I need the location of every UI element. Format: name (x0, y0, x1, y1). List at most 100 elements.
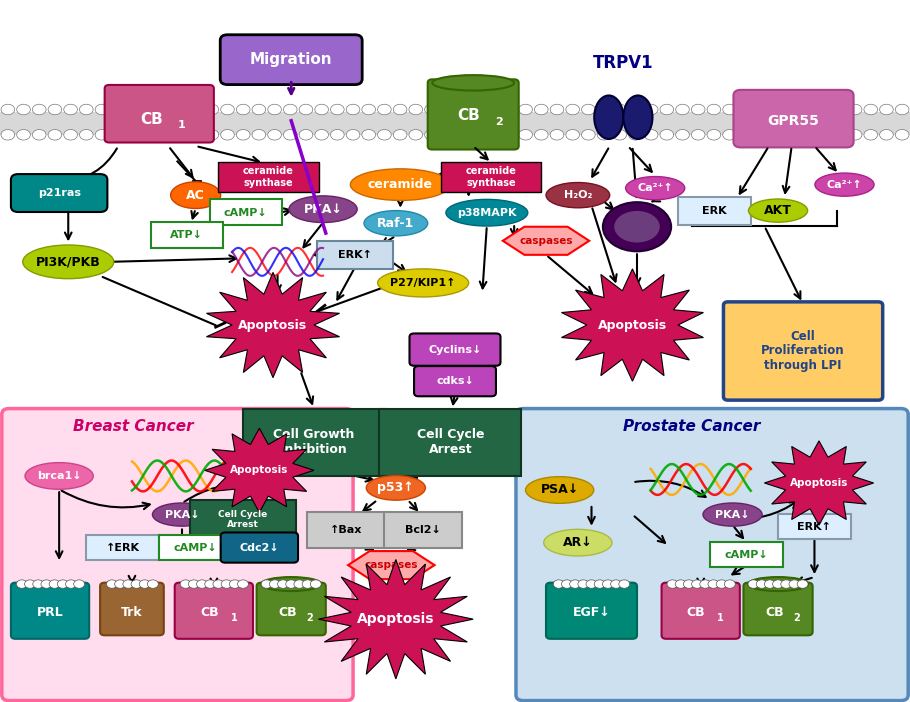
Circle shape (261, 580, 272, 588)
Circle shape (581, 104, 595, 114)
Circle shape (748, 580, 759, 588)
Text: AR↓: AR↓ (563, 536, 592, 549)
Circle shape (16, 580, 27, 588)
Circle shape (139, 580, 150, 588)
FancyBboxPatch shape (11, 174, 107, 212)
Circle shape (106, 580, 117, 588)
Circle shape (302, 580, 313, 588)
Circle shape (346, 129, 359, 140)
Circle shape (252, 104, 266, 114)
Ellipse shape (623, 95, 652, 139)
Circle shape (754, 129, 768, 140)
Circle shape (578, 580, 589, 588)
Circle shape (393, 129, 407, 140)
Text: ERK: ERK (702, 206, 727, 216)
Circle shape (205, 104, 218, 114)
Circle shape (723, 129, 736, 140)
Circle shape (613, 104, 627, 114)
Text: Bcl2↓: Bcl2↓ (405, 525, 441, 535)
Circle shape (440, 104, 454, 114)
Text: CB: CB (140, 112, 163, 127)
Circle shape (581, 129, 595, 140)
FancyBboxPatch shape (159, 535, 232, 560)
Text: H₂O₂: H₂O₂ (563, 190, 592, 200)
Circle shape (723, 104, 736, 114)
Circle shape (315, 129, 329, 140)
FancyBboxPatch shape (723, 302, 883, 400)
Circle shape (299, 129, 313, 140)
Ellipse shape (614, 211, 660, 242)
Circle shape (880, 129, 894, 140)
Circle shape (716, 580, 727, 588)
Circle shape (611, 580, 622, 588)
Ellipse shape (366, 476, 426, 500)
Circle shape (115, 580, 126, 588)
Text: 2: 2 (495, 117, 502, 127)
Text: caspases: caspases (520, 236, 572, 246)
FancyBboxPatch shape (11, 583, 89, 639)
Circle shape (237, 129, 250, 140)
Circle shape (488, 104, 501, 114)
FancyBboxPatch shape (220, 34, 362, 84)
Circle shape (534, 104, 548, 114)
Ellipse shape (602, 202, 672, 251)
FancyBboxPatch shape (257, 583, 326, 635)
Circle shape (180, 580, 191, 588)
Text: PRL: PRL (36, 606, 64, 618)
Polygon shape (502, 227, 590, 255)
Circle shape (707, 129, 721, 140)
Circle shape (66, 580, 76, 588)
Circle shape (781, 580, 792, 588)
Circle shape (111, 104, 125, 114)
Text: ERK↑: ERK↑ (338, 250, 372, 260)
FancyBboxPatch shape (220, 532, 298, 563)
Circle shape (708, 580, 719, 588)
Text: Trk: Trk (121, 606, 143, 618)
Circle shape (675, 104, 690, 114)
FancyBboxPatch shape (778, 514, 851, 539)
Circle shape (644, 129, 658, 140)
Circle shape (189, 129, 203, 140)
Ellipse shape (526, 477, 594, 503)
FancyBboxPatch shape (175, 583, 253, 639)
Circle shape (764, 580, 775, 588)
Circle shape (362, 129, 376, 140)
Circle shape (220, 104, 235, 114)
Circle shape (393, 104, 407, 114)
Circle shape (79, 104, 93, 114)
Circle shape (269, 580, 280, 588)
Ellipse shape (625, 176, 684, 199)
Text: ceramide
synthase: ceramide synthase (243, 166, 294, 187)
Circle shape (770, 104, 784, 114)
Ellipse shape (546, 183, 610, 208)
Circle shape (41, 580, 52, 588)
Polygon shape (764, 441, 874, 525)
Polygon shape (348, 551, 435, 579)
Text: Apoptosis: Apoptosis (238, 319, 308, 331)
Circle shape (147, 580, 158, 588)
Ellipse shape (23, 245, 114, 279)
Text: Raf-1: Raf-1 (378, 217, 414, 230)
Circle shape (519, 104, 532, 114)
Text: 2: 2 (793, 613, 800, 623)
Circle shape (864, 129, 877, 140)
Text: brca1↓: brca1↓ (36, 471, 82, 481)
Circle shape (789, 580, 800, 588)
Circle shape (683, 580, 694, 588)
Circle shape (619, 580, 630, 588)
Circle shape (660, 129, 673, 140)
Circle shape (229, 580, 240, 588)
Circle shape (158, 104, 172, 114)
Circle shape (553, 580, 564, 588)
Text: Cell Cycle
Arrest: Cell Cycle Arrest (417, 428, 484, 456)
Text: Ca²⁺↑: Ca²⁺↑ (826, 180, 863, 190)
Text: CB: CB (278, 606, 297, 618)
Circle shape (880, 104, 894, 114)
Circle shape (111, 129, 125, 140)
Text: cdks↓: cdks↓ (436, 376, 474, 386)
Text: ↑ERK: ↑ERK (106, 543, 140, 552)
Text: CB: CB (687, 606, 705, 618)
Circle shape (675, 580, 686, 588)
Circle shape (64, 104, 77, 114)
Circle shape (503, 104, 517, 114)
